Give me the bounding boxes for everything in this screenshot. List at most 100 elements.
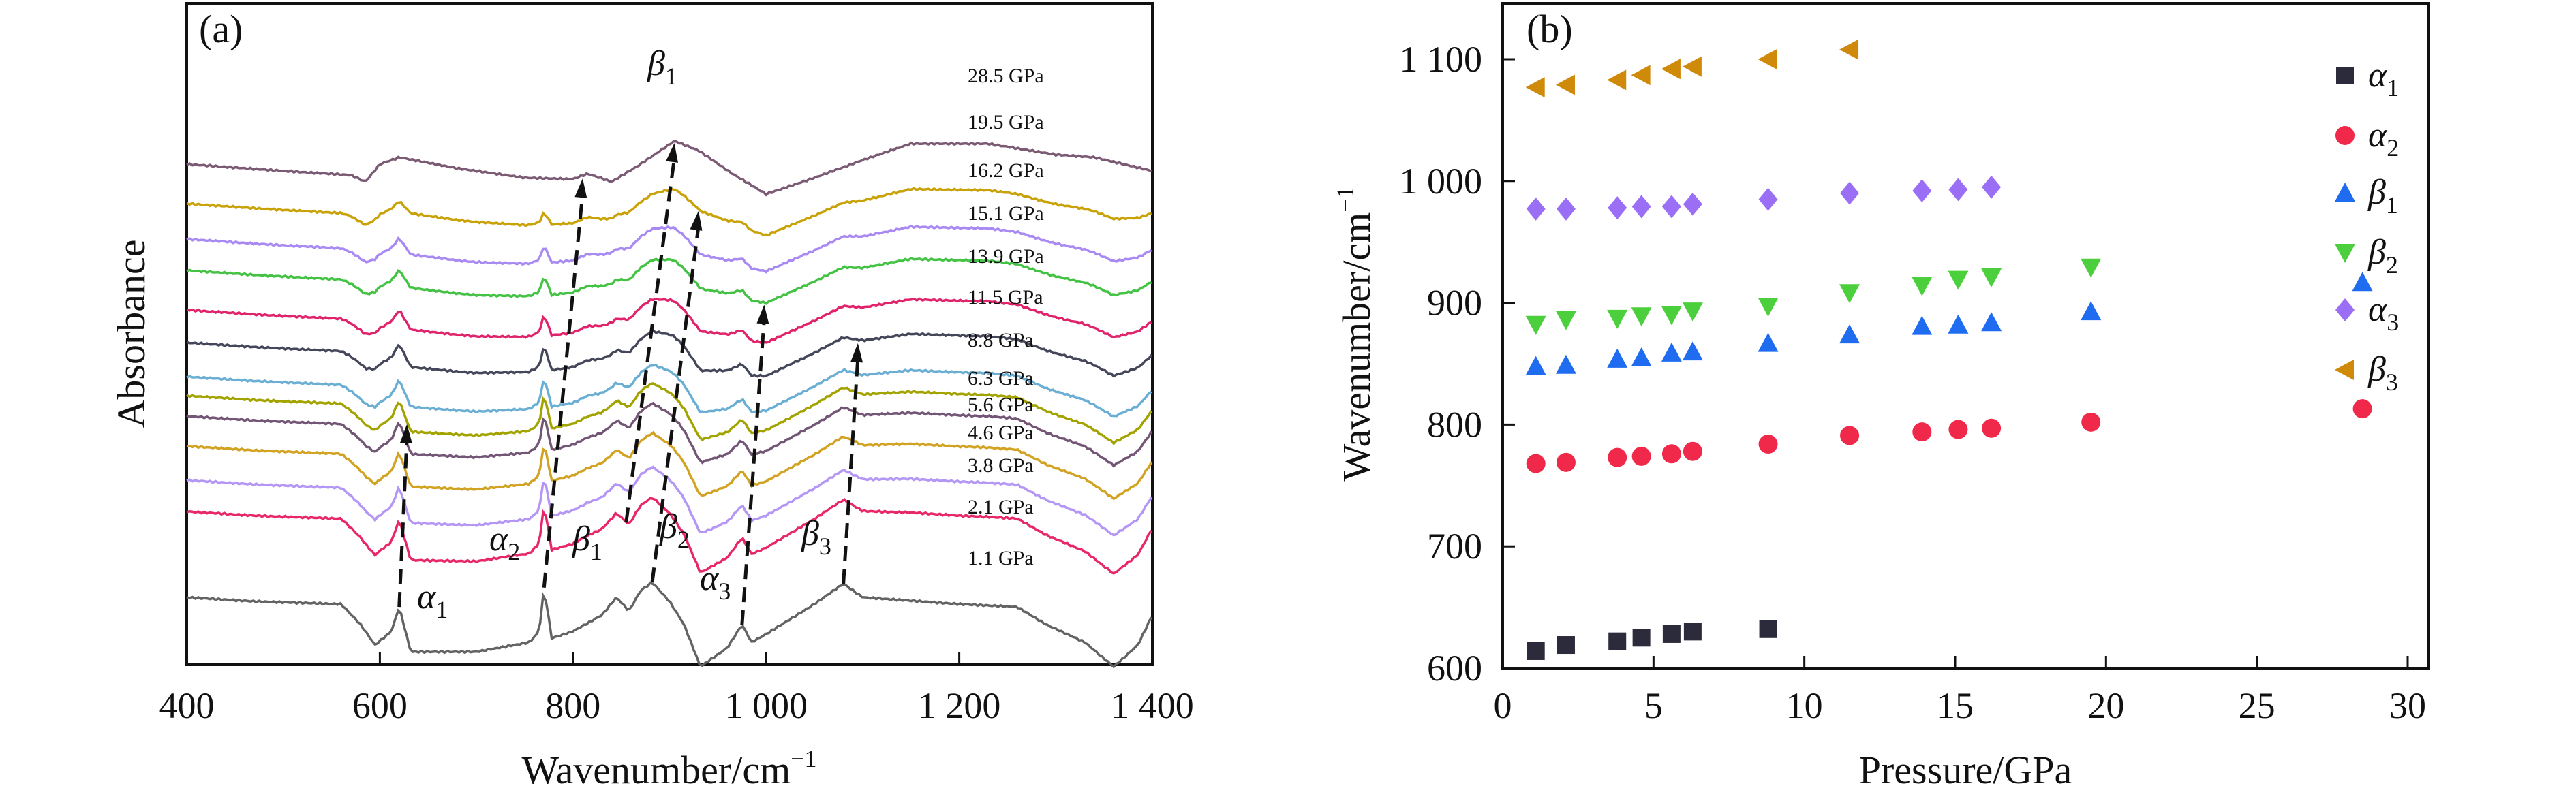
panel-a-xlabel: Wavenumber/cm−1 [521, 745, 816, 792]
peak-shift-arrow-α3 [740, 319, 766, 626]
peak-shift-arrow-β3 [842, 358, 860, 585]
legend-marker-diamond-icon [2335, 298, 2355, 321]
peak-label-β2: β2 [659, 507, 690, 553]
legend-label-β1: β1 [2367, 173, 2398, 219]
data-point-β3 [1607, 69, 1627, 91]
data-point-β1 [1661, 342, 1682, 362]
panel-b-scatter: (b) Wavenumber/cm−1 Pressure/GPa 0 5 10 15 2… [1332, 2, 2430, 792]
peak-label-α3-subscript: 3 [718, 578, 731, 605]
panel-b-xtick-label: 30 [2389, 685, 2426, 726]
data-point-α3 [1912, 179, 1932, 203]
panel-a-spectra: (a) Absorbance Wavenumber/cm−1 400 600 800… [109, 2, 1194, 792]
data-point-α1 [1683, 623, 1702, 641]
data-point-α2 [2352, 399, 2372, 419]
data-point-α2 [1631, 446, 1651, 466]
data-point-β1 [2352, 272, 2373, 292]
panel-b-ylabel-text: Wavenumber/cm [1334, 212, 1379, 482]
panel-b-ytick-label: 1 000 [1400, 161, 1483, 202]
legend-marker-triangle-down-icon [2335, 244, 2355, 263]
spectrum-curve-5-6-GPa [186, 401, 1153, 469]
panel-a-xtick-label: 1 000 [724, 685, 808, 726]
data-point-α1 [1662, 625, 1681, 643]
spectrum-curve-2-1-GPa [186, 497, 1152, 575]
pressure-label: 16.2 GPa [968, 159, 1044, 182]
data-point-α2 [1912, 422, 1932, 442]
spectrum-curve-3-8-GPa [186, 465, 1153, 537]
data-point-β3 [1525, 77, 1545, 98]
peak-label-β3-subscript: 3 [819, 533, 831, 560]
legend-label-α3-subscript: 3 [2387, 309, 2399, 336]
peak-label-β2-subscript: 2 [677, 526, 690, 553]
spectrum-curve-8-8-GPa [186, 364, 1152, 418]
data-point-β2 [2081, 258, 2102, 278]
data-point-β3 [1555, 74, 1575, 95]
data-point-β1 [1948, 314, 1969, 334]
legend-item: β2 [2335, 233, 2398, 279]
peak-label-β1-subscript: 1 [590, 538, 602, 565]
data-point-β3 [1631, 65, 1651, 86]
spectrum-curve-16-2-GPa [186, 224, 1152, 274]
panel-b-ytick-label: 700 [1427, 526, 1482, 567]
peak-shift-arrow-α1 [397, 439, 409, 608]
spectrum-curve-28-5-GPa [186, 140, 1152, 197]
data-point-β2 [1555, 311, 1576, 330]
data-point-β2 [1912, 277, 1933, 296]
arrowhead-icon [666, 142, 678, 163]
pressure-label: 1.1 GPa [968, 547, 1034, 569]
panel-b-ylabel-sup: −1 [1332, 186, 1359, 212]
peak-label-α1: α1 [417, 578, 448, 623]
legend-label-β2-subscript: 2 [2386, 251, 2398, 279]
legend-item: β1 [2335, 173, 2398, 219]
data-point-β3 [1682, 56, 1702, 77]
data-point-α3 [1556, 197, 1576, 221]
arrowhead-icon [756, 304, 769, 324]
arrowhead-icon [690, 210, 703, 231]
legend-label-α2-subscript: 2 [2387, 134, 2399, 161]
legend-marker-square-icon [2336, 67, 2354, 84]
legend-label-β3: β3 [2367, 350, 2398, 396]
spectrum-curve-15-1-GPa [186, 257, 1152, 305]
data-point-α2 [1948, 420, 1968, 439]
legend-label-β2-symbol: β [2367, 233, 2386, 272]
spectrum-curve-1-1-GPa [186, 581, 1153, 669]
legend-marker-triangle-up-icon [2335, 183, 2355, 202]
pressure-label: 8.8 GPa [968, 329, 1034, 351]
peak-shift-arrow-α2 [542, 193, 585, 588]
legend-label-α1-subscript: 1 [2387, 74, 2399, 101]
data-point-α3 [1758, 187, 1778, 211]
data-point-β2 [1948, 270, 1969, 290]
data-point-β2 [1758, 297, 1779, 317]
data-point-β1 [1981, 312, 2002, 332]
legend-marker-triangle-left-icon [2335, 360, 2354, 380]
legend-item: α2 [2335, 116, 2399, 161]
data-point-α3 [1631, 195, 1651, 219]
peak-label-α1-subscript: 1 [435, 596, 448, 623]
data-point-β1 [2081, 301, 2102, 321]
legend-label-β2: β2 [2367, 233, 2398, 279]
legend-label-β1-subscript: 1 [2386, 191, 2398, 219]
panel-b-ylabel: Wavenumber/cm−1 [1332, 186, 1379, 481]
panel-b-ytick-label: 800 [1427, 404, 1482, 445]
spectrum-curve-11-5-GPa [186, 329, 1153, 378]
data-point-α2 [1982, 418, 2002, 438]
pressure-label: 11.5 GPa [968, 286, 1043, 309]
data-point-β2 [1682, 302, 1703, 322]
panel-b-ytick-label: 900 [1427, 283, 1482, 324]
arrowhead-icon [399, 424, 412, 444]
legend-label-α3-symbol: α [2368, 290, 2388, 329]
data-point-β1 [1555, 354, 1576, 374]
data-point-α2 [1840, 426, 1860, 445]
peak-label-β1: β1 [572, 520, 602, 565]
legend-marker-circle-icon [2335, 126, 2355, 145]
data-point-α1 [1632, 629, 1651, 647]
pressure-label: 5.6 GPa [968, 394, 1034, 416]
data-point-α3 [1661, 195, 1681, 219]
legend-item: α1 [2336, 56, 2399, 101]
arrowhead-icon [574, 178, 587, 198]
panel-a-ylabel: Absorbance [109, 239, 153, 428]
pressure-label: 4.6 GPa [968, 422, 1034, 444]
peak-label-β1: β1 [647, 44, 677, 90]
data-point-β1 [1758, 332, 1779, 352]
panel-b-xtick-label: 15 [1937, 685, 1974, 726]
